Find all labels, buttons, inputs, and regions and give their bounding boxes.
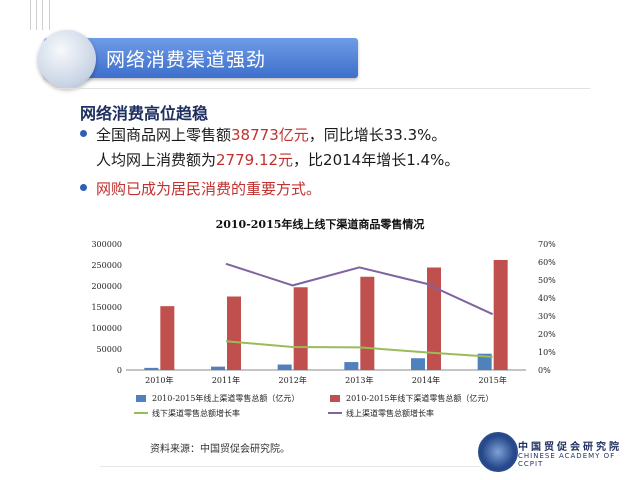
y-right-tick-label: 70%: [538, 240, 556, 249]
y-left-tick-label: 200000: [91, 282, 122, 291]
legend-label: 线上渠道零售总额增长率: [346, 408, 434, 418]
divider: [54, 88, 590, 89]
legend-label: 2010-2015年线上渠道零售总额（亿元）: [152, 393, 299, 403]
bar-offline: [293, 287, 308, 370]
bullet-dot-icon: [80, 184, 87, 191]
y-left-tick-label: 300000: [91, 240, 122, 249]
footer-divider: [100, 466, 480, 467]
y-right-tick-label: 50%: [538, 276, 556, 285]
legend-label: 2010-2015年线下渠道零售总额（亿元）: [346, 393, 493, 403]
y-left-tick-label: 50000: [97, 345, 122, 354]
slide-title: 网络消费渠道强劲: [106, 49, 267, 71]
legend-swatch: [330, 395, 340, 402]
legend-label: 线下渠道零售总额增长率: [152, 408, 240, 418]
x-tick-label: 2014年: [412, 375, 440, 385]
bullet-text: ，比2014年增长1.4%。: [293, 151, 460, 169]
series-line-offline-growth: [225, 340, 493, 358]
y-right-tick-label: 0%: [538, 366, 551, 375]
bullet-dot-icon: [80, 130, 87, 137]
bar-offline: [427, 267, 441, 370]
bullet-text: ，同比增长33.3%。: [308, 126, 447, 144]
highlight-value: 38773亿元: [231, 126, 309, 144]
bullet-text: 网购已成为居民消费的重要方式。: [96, 180, 322, 198]
bullet-text: 全国商品网上零售额: [96, 126, 232, 144]
bullet-per-capita: 人均网上消费额为2779.12元，比2014年增长1.4%。: [96, 149, 459, 170]
x-tick-label: 2015年: [478, 375, 506, 385]
chart-axes: 0 50000 100000 150000 200000 250000 300000 0% 10…: [91, 240, 556, 385]
series-line-online-growth: [225, 262, 494, 316]
logo-english: CHINESE ACADEMY OF CCPIT: [518, 452, 616, 468]
title-banner: [44, 38, 358, 78]
chart-title: 2010-2015年线上线下渠道商品零售情况: [216, 217, 425, 231]
y-right-tick-label: 40%: [538, 294, 556, 303]
bar-online: [477, 353, 492, 370]
banner-orb-icon: [38, 30, 96, 88]
y-left-tick-label: 150000: [91, 303, 122, 312]
y-right-tick-label: 20%: [538, 330, 556, 339]
y-left-tick-label: 250000: [91, 261, 122, 270]
x-tick-label: 2013年: [345, 375, 373, 385]
bar-online: [277, 364, 292, 370]
bar-online: [211, 366, 225, 370]
ccpit-seal-icon: [478, 432, 518, 472]
legend-swatch: [136, 395, 146, 402]
logo-chinese: 中国贸促会研究院: [518, 442, 622, 453]
bar-offline: [493, 259, 508, 370]
y-right-tick-label: 30%: [538, 312, 556, 321]
bar-online: [411, 358, 425, 370]
section-heading: 网络消费高位趋稳: [80, 104, 209, 123]
bar-online: [344, 362, 359, 370]
y-left-tick-label: 0: [117, 366, 122, 375]
chart-lines: [225, 262, 494, 358]
bar-offline: [227, 296, 241, 370]
x-tick-label: 2011年: [212, 375, 240, 385]
y-right-tick-label: 60%: [538, 258, 556, 267]
bullet-text: 人均网上消费额为: [96, 151, 217, 169]
bar-online: [144, 367, 159, 370]
bullet-conclusion: 网购已成为居民消费的重要方式。: [80, 178, 321, 199]
bar-offline: [360, 276, 375, 370]
source-note: 资料来源：中国贸促会研究院。: [150, 444, 290, 455]
x-tick-label: 2010年: [145, 375, 173, 385]
highlight-value: 2779.12元: [216, 151, 294, 169]
x-tick-label: 2012年: [278, 375, 306, 385]
top-bar: [0, 0, 640, 6]
bar-offline: [160, 306, 175, 370]
bullet-online-sales: 全国商品网上零售额38773亿元，同比增长33.3%。: [80, 124, 446, 145]
chart-legend: 2010-2015年线上渠道零售总额（亿元） 2010-2015年线下渠道零售总额…: [134, 393, 493, 418]
y-left-tick-label: 100000: [91, 324, 122, 333]
y-right-tick-label: 10%: [538, 348, 556, 357]
retail-channels-chart: 0 50000 100000 150000 200000 250000 300000 0% 10…: [91, 217, 556, 418]
